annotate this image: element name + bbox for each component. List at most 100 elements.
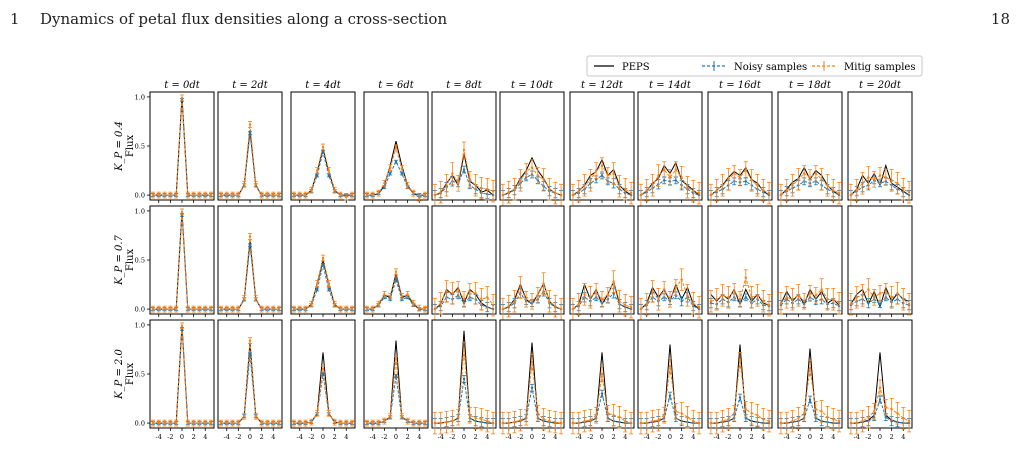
point-mitig [513, 420, 516, 424]
point-mitig [680, 176, 683, 179]
point-mitig [327, 412, 331, 415]
point-mitig [756, 414, 759, 417]
row-label: K_P = 2.0 [114, 348, 125, 399]
point-mitig [456, 416, 460, 419]
x-tick-label: -4 [714, 433, 720, 441]
point-mitig [645, 302, 648, 306]
column-title: t = 8dt [446, 80, 483, 91]
x-tick-label: -2 [587, 433, 593, 441]
x-tick-label: 2 [612, 433, 616, 441]
point-mitig [902, 298, 905, 301]
point-mitig [907, 190, 911, 194]
point-mitig [612, 280, 615, 283]
point-mitig [266, 421, 269, 425]
point-mitig [225, 421, 228, 425]
point-mitig [292, 193, 296, 197]
x-tick-label: 0 [321, 433, 325, 441]
x-tick-label: 2 [542, 433, 546, 441]
series-mitig-line [502, 282, 562, 310]
x-tick-label: -2 [167, 433, 173, 441]
point-mitig [315, 169, 319, 172]
point-mitig [377, 191, 380, 195]
point-mitig [715, 298, 718, 301]
point-mitig [486, 419, 489, 423]
point-mitig [855, 296, 858, 299]
legend-box [586, 55, 923, 77]
point-mitig [896, 412, 899, 415]
point-noisy [394, 160, 398, 163]
point-mitig [884, 406, 888, 409]
point-mitig [192, 307, 195, 311]
point-noisy [315, 288, 319, 291]
point-mitig [571, 193, 575, 197]
point-mitig [383, 293, 386, 296]
point-mitig [163, 307, 166, 311]
x-tick-label: 4 [553, 433, 557, 441]
x-tick-label: 0 [462, 433, 466, 441]
point-mitig [548, 300, 551, 303]
point-mitig [536, 412, 540, 415]
x-tick-label: -4 [854, 433, 860, 441]
point-mitig [260, 421, 263, 425]
panel-frame [217, 319, 283, 429]
x-tick-label: 4 [831, 433, 835, 441]
point-mitig [715, 188, 718, 192]
panel-frame [847, 319, 913, 429]
point-mitig [242, 183, 246, 186]
point-mitig [872, 410, 876, 413]
point-noisy [394, 278, 398, 281]
x-tick-label: -4 [156, 433, 162, 441]
point-noisy [662, 179, 666, 182]
x-tick-label: 4 [485, 433, 489, 441]
point-mitig [750, 296, 753, 299]
point-mitig [645, 421, 648, 425]
point-mitig [692, 302, 695, 305]
point-noisy [321, 150, 325, 154]
point-mitig [388, 295, 392, 298]
point-mitig [383, 419, 386, 423]
point-mitig [826, 298, 829, 301]
point-mitig [350, 307, 354, 311]
point-mitig [474, 184, 477, 187]
point-mitig [310, 420, 313, 424]
point-mitig [686, 294, 689, 297]
point-noisy [248, 353, 252, 356]
point-noisy [878, 398, 882, 401]
point-mitig [468, 178, 472, 181]
point-mitig [657, 174, 660, 177]
point-mitig [594, 169, 598, 172]
point-mitig [451, 292, 454, 295]
point-mitig [715, 421, 718, 425]
point-mitig [365, 421, 369, 425]
point-mitig [327, 169, 331, 172]
point-mitig [365, 307, 369, 311]
point-mitig [333, 188, 336, 192]
x-tick-label: 4 [344, 433, 348, 441]
point-mitig [418, 196, 421, 200]
point-mitig [501, 193, 505, 197]
point-mitig [872, 296, 876, 299]
point-mitig [439, 421, 442, 425]
point-mitig [645, 188, 648, 192]
x-tick-label: -2 [865, 433, 871, 441]
point-mitig [480, 187, 483, 190]
point-mitig [849, 193, 853, 197]
point-noisy [738, 396, 742, 399]
y-tick-label: 0.5 [135, 257, 145, 265]
point-mitig [767, 419, 771, 423]
point-mitig [589, 418, 592, 422]
point-mitig [855, 188, 858, 192]
point-mitig [237, 193, 240, 197]
series-noisy-line [710, 296, 770, 307]
x-tick-label: -4 [644, 433, 650, 441]
point-mitig [242, 415, 246, 418]
point-mitig [832, 188, 835, 192]
x-tick-label: 2 [192, 433, 196, 441]
point-mitig [277, 421, 281, 425]
point-mitig [501, 421, 505, 425]
point-mitig [536, 174, 540, 177]
series-mitig-line [502, 362, 562, 424]
x-tick-label: 0 [180, 433, 184, 441]
column-title: t = 12dt [581, 80, 624, 91]
point-mitig [797, 416, 800, 420]
